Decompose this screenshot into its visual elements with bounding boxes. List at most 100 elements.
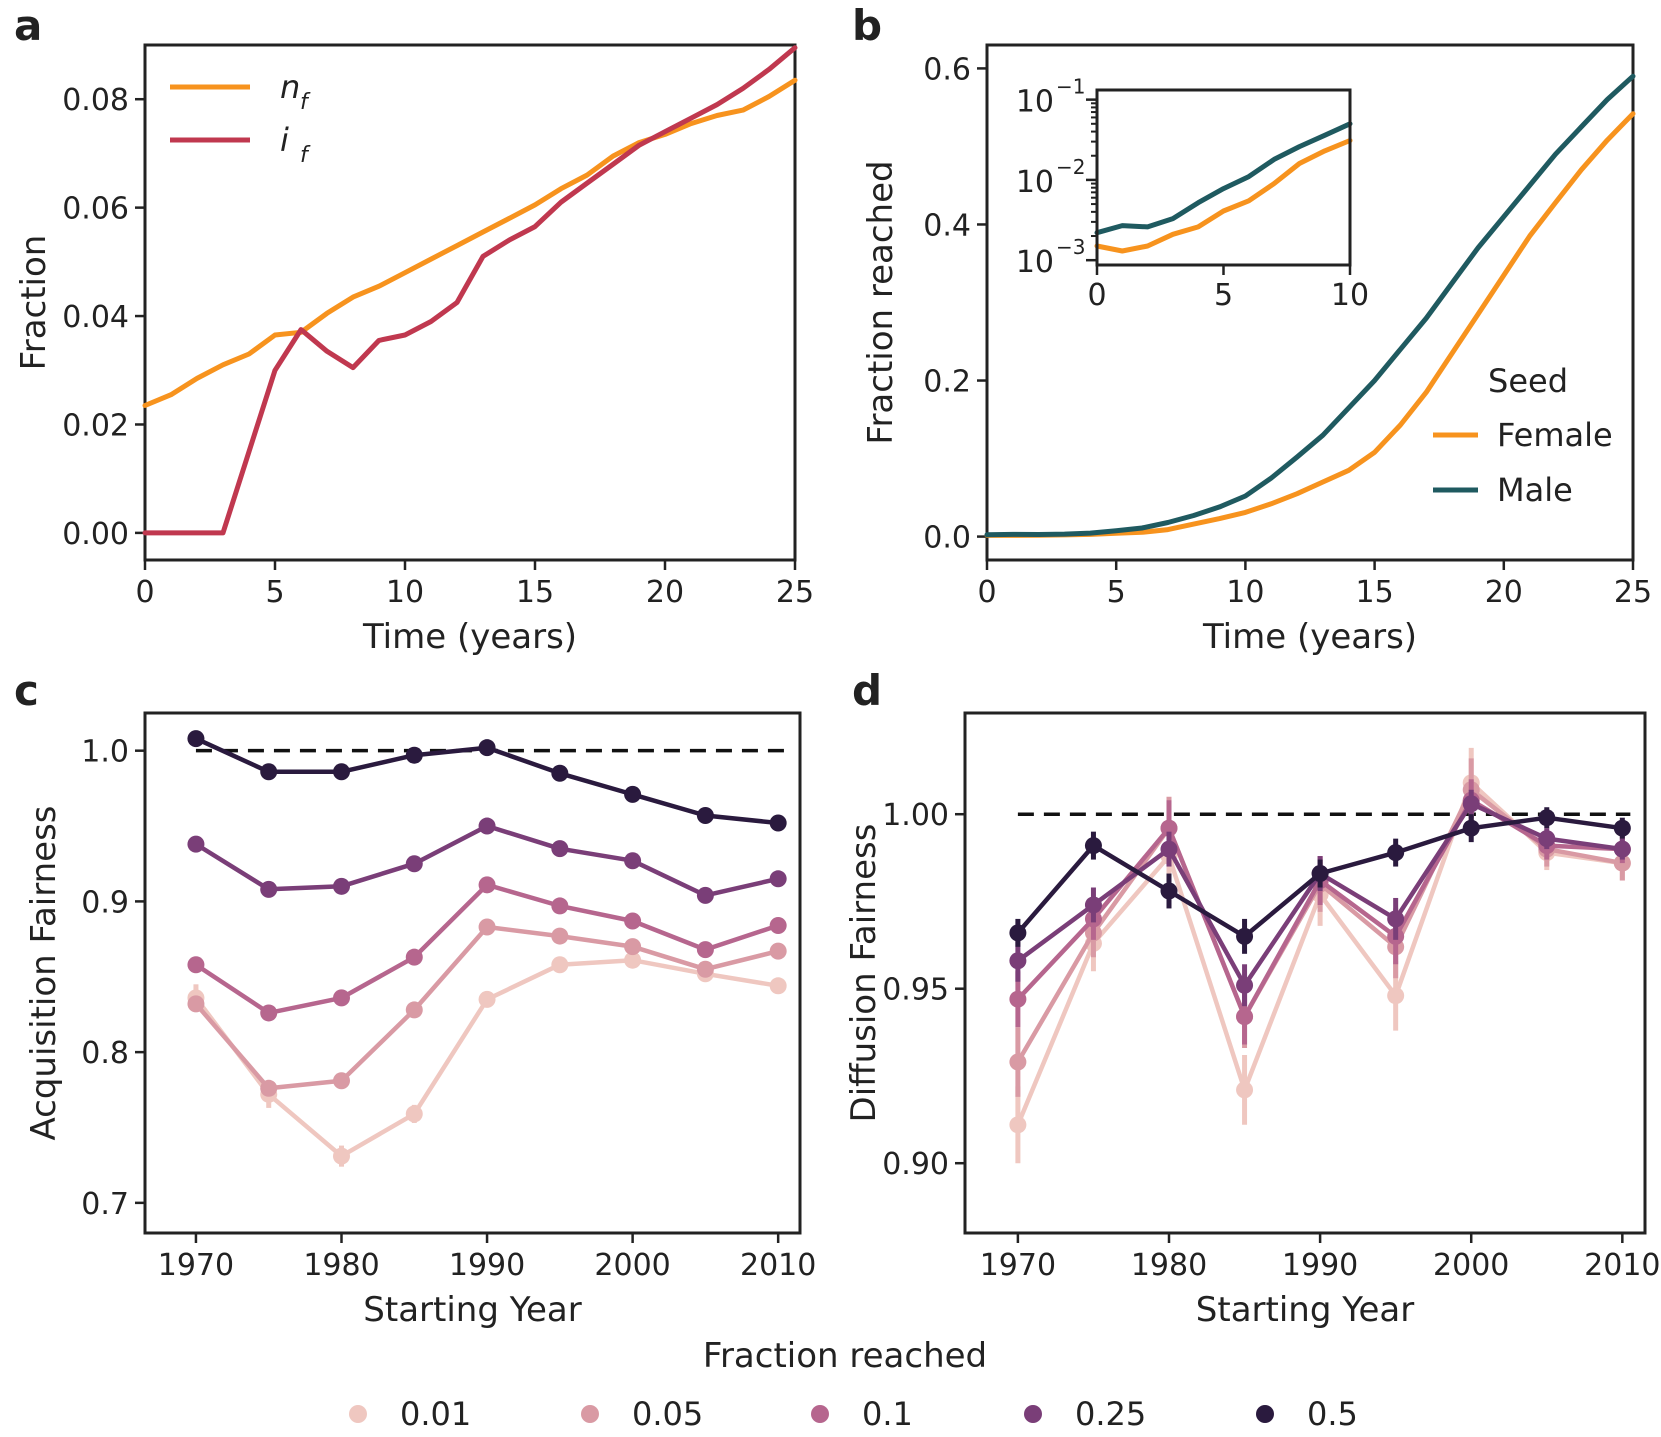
inset-y-tick-base: 10	[1016, 245, 1054, 280]
x-tick-label: 0	[977, 575, 996, 610]
series-line-0.01	[193, 957, 781, 1159]
data-point	[769, 942, 787, 960]
inset-series-line-male	[1094, 121, 1353, 236]
data-point	[769, 977, 787, 995]
inset-x-tick-label: 5	[1214, 278, 1233, 313]
x-tick-label: 5	[1107, 575, 1126, 610]
x-tick-label: 1980	[303, 1248, 379, 1283]
x-tick-label: 1970	[158, 1248, 234, 1283]
data-point	[551, 897, 569, 915]
y-axis-label: Fraction	[14, 235, 54, 371]
x-tick-label: 15	[1356, 575, 1394, 610]
series-0.5	[1009, 807, 1631, 954]
data-point	[1236, 1008, 1254, 1026]
y-tick-label: 0.08	[62, 83, 129, 118]
inset-y-tick-exponent: −2	[1056, 155, 1085, 179]
data-point	[333, 989, 350, 1007]
data-point	[260, 1079, 278, 1097]
legend-a: n fi f	[170, 68, 311, 168]
series-0.1	[187, 876, 787, 1022]
data-point	[405, 948, 423, 966]
data-point	[696, 806, 714, 824]
legend-subscript: f	[300, 90, 311, 115]
panel-letter-b: b	[852, 1, 882, 50]
data-point	[405, 746, 423, 764]
data-point	[1387, 844, 1405, 862]
data-point	[333, 1147, 350, 1165]
x-tick-label: 0	[135, 575, 154, 610]
data-point	[551, 956, 569, 974]
data-point	[1160, 819, 1178, 837]
data-point	[1009, 924, 1027, 942]
x-tick-label: 1990	[1282, 1248, 1358, 1283]
data-point	[260, 763, 278, 781]
data-point	[1236, 1081, 1254, 1099]
shared-legend-marker	[1256, 1405, 1274, 1423]
y-tick-label: 0.9	[81, 885, 129, 920]
series-0.01	[1009, 747, 1631, 1164]
data-point	[333, 877, 350, 895]
panel-letter-c: c	[14, 666, 39, 715]
legend-b: Seed Female Male	[1433, 362, 1613, 509]
data-point	[478, 918, 496, 936]
y-tick-label: 1.00	[882, 798, 949, 833]
data-point	[1009, 1116, 1027, 1134]
series-0.05	[187, 918, 787, 1097]
data-point	[551, 927, 569, 945]
inset-frame	[1095, 88, 1352, 267]
y-axis-label: Fraction reached	[861, 160, 901, 444]
data-point	[1084, 896, 1102, 914]
y-tick-label: 0.90	[882, 1147, 949, 1182]
data-point	[624, 852, 642, 870]
data-point	[1387, 910, 1405, 928]
shared-legend-marker	[1024, 1405, 1042, 1423]
y-tick-label: 0.04	[62, 300, 129, 335]
data-point	[551, 764, 569, 782]
data-point	[551, 840, 569, 858]
data-point	[1009, 990, 1027, 1008]
x-tick-label: 20	[1485, 575, 1523, 610]
series-0.25	[187, 817, 787, 904]
data-point	[405, 1001, 423, 1019]
data-point	[1160, 882, 1178, 900]
plot-frame	[143, 43, 797, 562]
x-tick-label: 2010	[1584, 1248, 1660, 1283]
data-point	[624, 785, 642, 803]
data-point	[624, 938, 642, 956]
x-tick-label: 1980	[1131, 1248, 1207, 1283]
data-point	[187, 835, 205, 853]
data-point	[405, 1105, 423, 1123]
x-tick-label: 25	[776, 575, 814, 610]
data-point	[187, 730, 205, 748]
series-0.5	[187, 730, 787, 832]
shared-legend-label: 0.5	[1307, 1395, 1358, 1433]
series-line-if	[142, 45, 798, 536]
y-tick-label: 0.8	[81, 1036, 129, 1071]
y-tick-label: 0.6	[923, 52, 971, 87]
shared-legend: Fraction reached 0.01 0.05 0.1 0.25 0.5	[349, 1336, 1358, 1433]
x-tick-label: 20	[646, 575, 684, 610]
legend-label-female: Female	[1497, 416, 1613, 454]
legend-title: Seed	[1488, 362, 1568, 400]
shared-legend-title: Fraction reached	[703, 1336, 987, 1376]
shared-legend-label: 0.01	[400, 1395, 471, 1433]
y-tick-label: 0.4	[923, 208, 971, 243]
data-point	[1387, 987, 1405, 1005]
data-point	[1084, 837, 1102, 855]
x-tick-label: 2000	[1433, 1248, 1509, 1283]
legend-label-nf: n	[280, 68, 300, 106]
shared-legend-marker	[581, 1405, 599, 1423]
data-point	[1009, 952, 1027, 970]
x-axis-label: Time (years)	[1202, 617, 1417, 657]
series-0.01	[187, 951, 787, 1167]
y-tick-label: 1.0	[81, 735, 129, 770]
x-tick-label: 5	[265, 575, 284, 610]
panel-c-chart: 1970 1980 1990 2000 2010 0.7 0.8 0.9 1.0 Starting…	[24, 711, 816, 1330]
data-point	[260, 880, 278, 898]
inset-chart: 10 −310 −210 −10 5 10	[1016, 75, 1369, 313]
data-point	[260, 1004, 278, 1022]
x-tick-label: 25	[1614, 575, 1652, 610]
shared-legend-marker	[349, 1405, 367, 1423]
data-point	[769, 870, 787, 888]
data-point	[478, 876, 496, 894]
